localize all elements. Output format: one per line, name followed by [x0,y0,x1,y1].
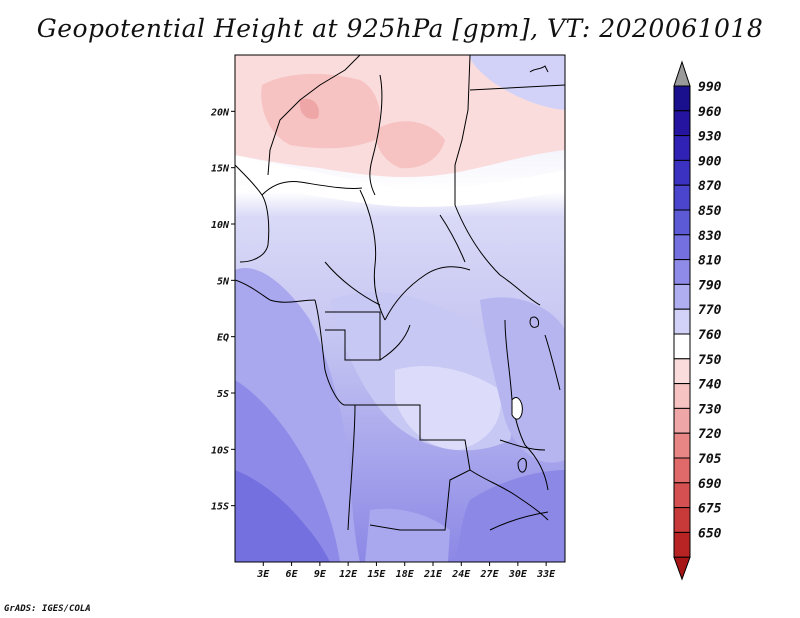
lat-tick-label: 15N [211,164,230,175]
colorbar-label: 760 [698,328,722,343]
colorbar-label: 870 [698,179,722,194]
colorbar-swatch [673,457,691,484]
country-borders [235,55,565,531]
longitude-axis: 3E 6E 9E 12E 15E 18E 21E 24E 27E 30E 33E [256,562,556,580]
colorbar-label: 740 [698,378,722,393]
colorbar-label: 830 [698,229,722,244]
colorbar-label: 790 [698,278,722,293]
colorbar-label: 810 [698,254,722,269]
lon-tick-label: 15E [367,569,386,580]
colorbar-label: 650 [698,526,722,541]
colorbar-swatch [673,507,691,533]
height-field [235,55,565,562]
chart-title: Geopotential Height at 925hPa [gpm], VT:… [36,14,764,43]
colorbar-swatch [673,358,691,385]
colorbar-swatch [673,383,691,409]
colorbar-label: 675 [698,502,722,517]
colorbar-swatch [673,531,691,558]
lat-tick-label: 20N [210,107,230,118]
colorbar-label: 850 [698,204,722,219]
colorbar-swatch [673,110,691,137]
colorbar: 990 960 930 900 870 850 830 810 790 770 760 750 740 7… [673,60,722,581]
lon-tick-label: 33E [536,569,556,580]
colorbar-swatch [673,482,691,509]
colorbar-label: 930 [698,130,722,145]
lat-tick-label: EQ [217,333,229,344]
colorbar-label: 900 [698,154,722,169]
lon-tick-label: 21E [423,569,443,580]
lon-tick-label: 12E [339,569,358,580]
colorbar-swatch [673,283,691,310]
lat-tick-label: 15S [211,502,229,513]
colorbar-label: 990 [698,80,722,95]
grads-credit: GrADS: IGES/COLA [4,604,91,614]
latitude-axis: 20N 15N 10N 5N EQ 5S 10S 15S [210,107,235,513]
colorbar-label: 705 [698,452,722,467]
colorbar-swatch [673,308,691,335]
colorbar-swatch [673,209,691,236]
lon-tick-label: 6E [286,569,299,580]
lat-tick-label: 10S [211,445,229,456]
colorbar-label: 770 [698,303,722,318]
lon-tick-label: 27E [480,569,500,580]
colorbar-swatch [673,159,691,186]
colorbar-label: 730 [698,402,722,417]
lon-tick-label: 30E [508,569,528,580]
colorbar-bottom-arrow [673,556,691,581]
colorbar-swatch [673,259,691,285]
colorbar-label: 720 [698,427,722,442]
colorbar-swatch [673,234,691,261]
colorbar-swatch [673,85,691,112]
lon-tick-label: 9E [314,569,327,580]
colorbar-swatch [673,432,691,459]
lon-tick-label: 18E [396,569,415,580]
colorbar-label: 960 [698,105,722,120]
lon-tick-label: 24E [451,569,471,580]
lat-tick-label: 10N [211,220,230,231]
colorbar-swatch [673,333,691,360]
colorbar-label: 750 [698,353,722,368]
lon-tick-label: 3E [256,569,270,580]
lat-tick-label: 5S [217,389,229,400]
colorbar-swatch [673,184,691,211]
colorbar-top-arrow [673,60,691,87]
map-frame [234,54,566,563]
colorbar-swatch [673,407,691,434]
lat-tick-label: 5N [217,276,230,287]
colorbar-label: 690 [698,477,722,492]
colorbar-swatch [673,135,691,161]
